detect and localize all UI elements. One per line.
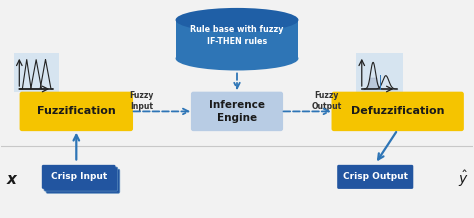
Text: $\hat{y}$: $\hat{y}$: [457, 169, 468, 189]
Bar: [175, 20, 299, 58]
Ellipse shape: [175, 46, 299, 70]
Text: Inference
Engine: Inference Engine: [209, 100, 265, 123]
FancyBboxPatch shape: [331, 92, 464, 131]
Text: Defuzzification: Defuzzification: [351, 106, 445, 116]
Text: Fuzzy
Output: Fuzzy Output: [312, 91, 342, 111]
Text: x: x: [6, 172, 16, 187]
Ellipse shape: [175, 8, 299, 32]
Text: Crisp Input: Crisp Input: [51, 172, 107, 181]
FancyBboxPatch shape: [19, 92, 133, 131]
Text: Fuzzification: Fuzzification: [37, 106, 116, 116]
FancyBboxPatch shape: [14, 53, 59, 92]
FancyBboxPatch shape: [337, 165, 413, 189]
Text: Fuzzy
Input: Fuzzy Input: [129, 91, 154, 111]
FancyBboxPatch shape: [356, 53, 403, 92]
Text: Rule base with fuzzy
IF-THEN rules: Rule base with fuzzy IF-THEN rules: [190, 25, 284, 46]
FancyBboxPatch shape: [191, 92, 283, 131]
FancyBboxPatch shape: [44, 167, 118, 191]
Text: Crisp Output: Crisp Output: [343, 172, 408, 181]
FancyBboxPatch shape: [42, 165, 116, 189]
FancyBboxPatch shape: [46, 169, 120, 193]
